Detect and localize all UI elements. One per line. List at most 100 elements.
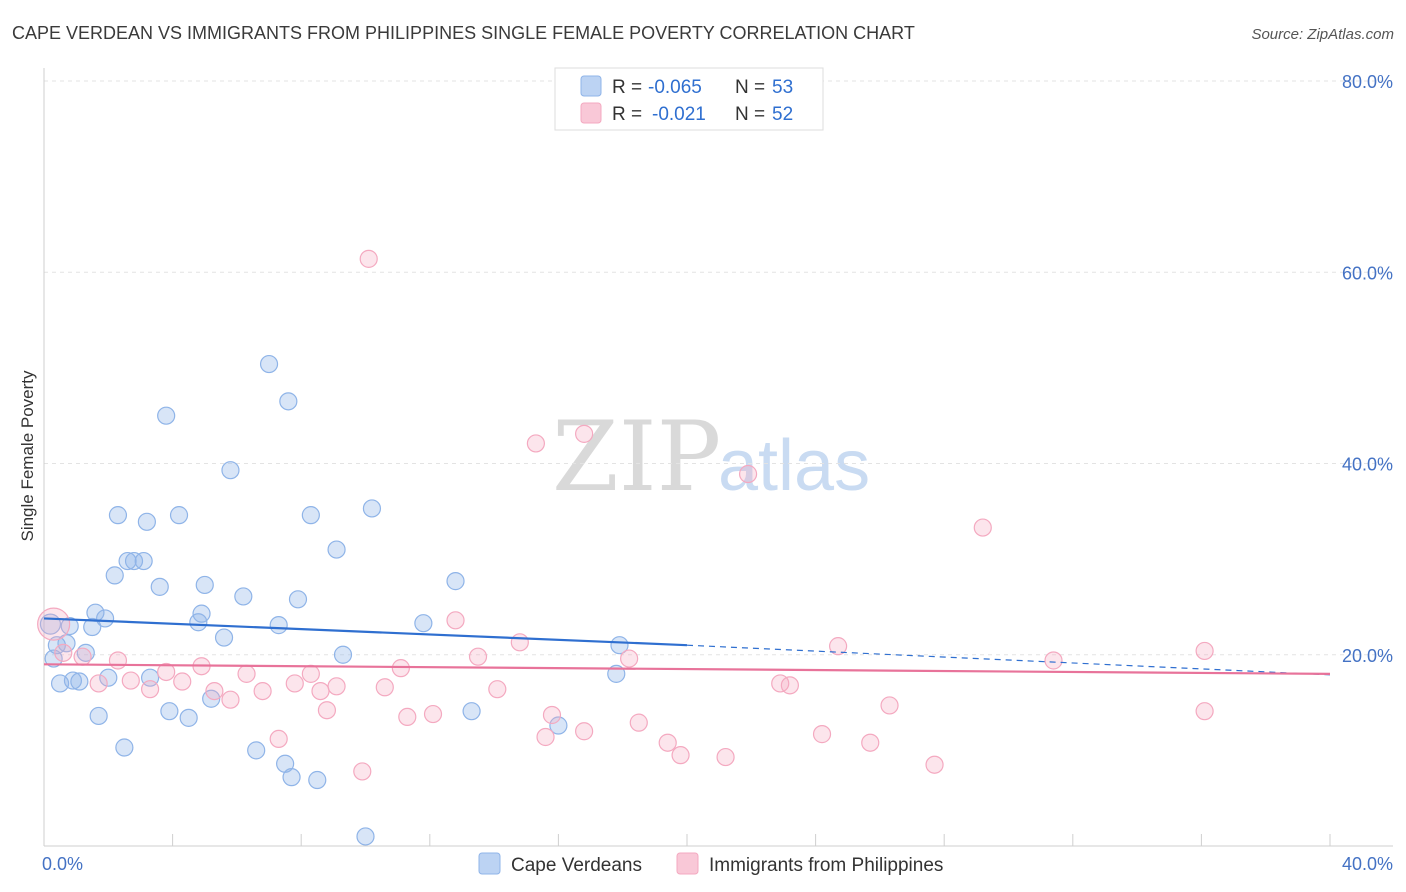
data-point (301, 664, 320, 683)
series-immigrants-from-philippines (37, 249, 1214, 781)
data-point (221, 690, 240, 709)
y-tick-label: 40.0% (1342, 455, 1393, 475)
legend-swatch-pink (580, 102, 602, 124)
data-point (398, 707, 417, 727)
data-point (99, 668, 118, 687)
legend-r-label-0: R = (612, 77, 642, 98)
data-point (575, 722, 594, 741)
data-point (446, 572, 465, 591)
watermark: ZIP atlas (552, 401, 870, 513)
y-tick-label: 20.0% (1342, 646, 1393, 666)
watermark-zip: ZIP (552, 401, 721, 513)
legend-n-value-0: 53 (772, 77, 793, 98)
trend-lines (43, 617, 1331, 676)
data-point (327, 540, 346, 559)
data-point (311, 681, 330, 701)
legend-swatch-blue (580, 75, 602, 97)
data-point (716, 747, 735, 767)
data-point (359, 249, 378, 268)
data-point (279, 392, 298, 411)
x-ticks (172, 834, 1331, 846)
data-point (221, 461, 240, 480)
data-point (1044, 651, 1063, 670)
data-point (510, 633, 529, 652)
data-point (83, 617, 102, 637)
data-point (620, 649, 639, 668)
data-point (829, 637, 848, 656)
data-point (259, 354, 279, 374)
data-point (115, 738, 134, 757)
data-point (353, 762, 372, 781)
grid (44, 80, 1393, 656)
data-point (468, 647, 488, 666)
data-point (973, 518, 992, 537)
data-point (134, 551, 153, 571)
legend: R = -0.065 N = 53 R = -0.021 N = 52 (554, 67, 824, 131)
data-point (205, 681, 224, 701)
bottom-legend-label-0: Cape Verdeans (511, 855, 642, 876)
bottom-legend-label-1: Immigrants from Philippines (709, 855, 943, 876)
data-point (44, 649, 63, 668)
legend-n-value-1: 52 (772, 104, 793, 125)
data-point (488, 680, 507, 699)
data-point (105, 566, 124, 585)
x-tick-label-max: 40.0% (1342, 854, 1393, 874)
trend-line-extension-0 (686, 644, 1331, 676)
data-point (414, 614, 433, 633)
data-point (70, 672, 89, 691)
data-point (812, 725, 832, 744)
legend-n-label-1: N = (735, 104, 765, 125)
data-point (192, 604, 211, 623)
data-point (157, 662, 176, 682)
data-point (54, 643, 73, 662)
data-point (738, 464, 758, 484)
data-point (108, 506, 128, 525)
data-point (925, 755, 944, 774)
y-tick-label: 80.0% (1342, 72, 1393, 92)
data-point (333, 645, 353, 664)
data-point (89, 706, 108, 726)
data-point (462, 702, 481, 721)
y-axis-label: Single Female Poverty (18, 370, 37, 542)
legend-r-label-1: R = (612, 104, 642, 125)
data-point (179, 708, 198, 727)
data-point (140, 680, 160, 699)
data-point (108, 651, 128, 670)
chart-title: CAPE VERDEAN VS IMMIGRANTS FROM PHILIPPI… (12, 23, 915, 43)
data-point (629, 713, 648, 732)
x-tick-label-min: 0.0% (42, 854, 83, 874)
data-point (253, 681, 272, 701)
data-point (269, 616, 288, 635)
data-point (308, 770, 327, 790)
y-tick-label: 60.0% (1342, 263, 1393, 283)
data-point (63, 671, 83, 690)
data-point (150, 577, 169, 596)
data-point (1195, 641, 1214, 661)
data-point (57, 634, 76, 653)
data-point (173, 672, 192, 691)
data-point (671, 746, 690, 765)
data-point (288, 590, 308, 609)
data-point (214, 628, 234, 647)
data-point (95, 609, 115, 628)
legend-r-value-1: -0.021 (652, 104, 706, 125)
bottom-legend: Cape Verdeans Immigrants from Philippine… (478, 852, 943, 876)
data-point (1195, 702, 1214, 721)
data-point (160, 702, 179, 721)
data-point (37, 607, 71, 641)
y-tick-labels: 20.0% 40.0% 60.0% 80.0% (1342, 72, 1393, 666)
data-point (536, 727, 555, 747)
data-point (526, 434, 545, 453)
data-point (282, 768, 301, 787)
data-point (658, 733, 677, 752)
data-point (861, 733, 880, 752)
bottom-legend-swatch-pink (676, 852, 699, 875)
legend-n-label-0: N = (735, 77, 765, 98)
data-point (137, 512, 156, 531)
data-point (124, 551, 144, 571)
data-point (269, 729, 288, 749)
data-point (780, 676, 799, 695)
data-point (362, 499, 382, 518)
data-point (317, 701, 337, 720)
